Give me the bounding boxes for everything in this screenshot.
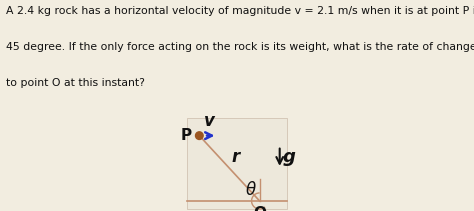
Text: g: g [282, 148, 295, 166]
Circle shape [195, 132, 203, 139]
Text: r: r [232, 148, 240, 166]
Text: P: P [181, 128, 192, 143]
Text: θ: θ [246, 181, 256, 199]
Text: 45 degree. If the only force acting on the rock is its weight, what is the rate : 45 degree. If the only force acting on t… [6, 42, 474, 52]
Text: A 2.4 kg rock has a horizontal velocity of magnitude v = 2.1 m/s when it is at p: A 2.4 kg rock has a horizontal velocity … [6, 5, 474, 16]
FancyBboxPatch shape [187, 118, 287, 209]
Text: O: O [253, 207, 266, 211]
Text: to point O at this instant?: to point O at this instant? [6, 78, 145, 88]
Text: v: v [204, 112, 215, 130]
